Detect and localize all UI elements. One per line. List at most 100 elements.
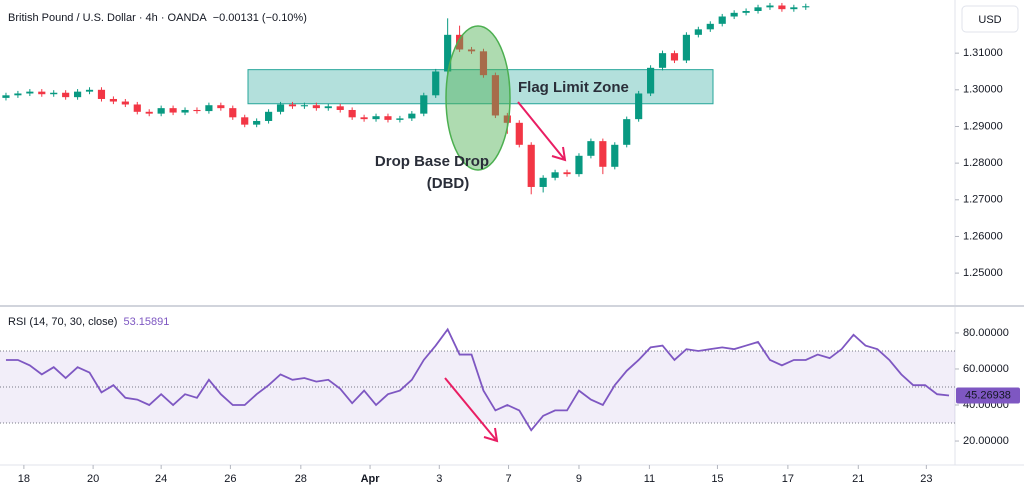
candle-body	[563, 172, 571, 175]
y-tick-label: 1.30000	[963, 84, 1003, 96]
candle-body	[515, 122, 523, 145]
candle-body	[181, 109, 189, 113]
candle-body	[360, 117, 368, 120]
arrow	[444, 377, 499, 443]
candle-body	[611, 144, 619, 167]
candle-body	[157, 108, 165, 114]
candle-body	[420, 95, 428, 114]
candle-body	[74, 91, 82, 98]
y-tick-label: 1.31000	[963, 47, 1003, 59]
candle-body	[205, 105, 213, 112]
candle-body	[766, 5, 774, 8]
x-tick-label: 28	[295, 473, 307, 485]
candle-body	[718, 16, 726, 24]
y-tick-label: 80.00000	[963, 327, 1009, 339]
candle-body	[467, 49, 476, 52]
y-tick-label: 1.26000	[963, 230, 1003, 242]
candle-body	[384, 116, 392, 120]
x-tick-label: 9	[576, 473, 582, 485]
candle-body	[121, 101, 129, 105]
currency: USD	[978, 14, 1001, 26]
change: −0.00131 (−0.10%)	[213, 12, 307, 24]
y-tick-label: 1.27000	[963, 194, 1003, 206]
candle-body	[265, 111, 273, 121]
candle-body	[539, 177, 547, 187]
candle-body	[300, 105, 308, 107]
candle-body	[670, 53, 679, 61]
y-tick-label: 1.25000	[963, 267, 1003, 279]
candle-body	[97, 89, 106, 99]
candle-body	[730, 12, 738, 17]
candle-body	[742, 10, 750, 13]
x-tick-label: 20	[87, 473, 99, 485]
rsi-title: RSI (14, 70, 30, close) 53.15891	[8, 316, 169, 328]
candle-body	[217, 105, 225, 109]
x-tick-label: 21	[852, 473, 864, 485]
candle-body	[145, 111, 153, 114]
rsi-line	[5, 327, 950, 432]
candle-body	[575, 155, 583, 175]
x-tick-label: 18	[18, 473, 30, 485]
zone-label: Flag Limit Zone	[518, 79, 629, 96]
candle-body	[408, 113, 416, 119]
candle-body	[706, 23, 714, 30]
candle-body	[38, 91, 46, 95]
candle-body	[623, 119, 631, 145]
x-tick-label: 7	[505, 473, 511, 485]
x-tick-label: 11	[644, 473, 655, 485]
candle-body	[85, 89, 94, 92]
candle-body	[587, 141, 595, 156]
candle-body	[26, 91, 34, 94]
candle-body	[503, 115, 511, 123]
x-tick-label: 24	[155, 473, 167, 485]
y-tick-label: 1.28000	[963, 157, 1003, 169]
candle-body	[2, 95, 10, 98]
candle-body	[241, 117, 249, 125]
candle-body	[635, 93, 643, 120]
axes: 1.25000 1.26000 1.27000 1.28000 1.29000 1.300…	[18, 47, 1020, 485]
candle-body	[133, 104, 141, 112]
x-tick-label: 3	[436, 473, 442, 485]
arrow	[517, 101, 567, 162]
candle-body	[647, 67, 655, 94]
candle-body	[50, 92, 58, 95]
x-tick-label: 26	[224, 473, 236, 485]
candle-body	[62, 92, 70, 98]
x-tick-label: Apr	[361, 473, 381, 485]
candle-body	[479, 51, 488, 76]
candle-body	[336, 106, 344, 110]
candle-body	[396, 118, 404, 120]
symbol: British Pound / U.S. Dollar · 4h · OANDA	[8, 12, 207, 24]
candle-body	[312, 105, 320, 109]
rsi-name: RSI (14, 70, 30, close)	[8, 316, 117, 328]
candle-body	[14, 93, 22, 96]
dbd-ellipse	[445, 25, 511, 171]
x-tick-label: 17	[782, 473, 794, 485]
candle-body	[169, 108, 177, 113]
candle-body	[193, 109, 201, 112]
candle-body	[432, 71, 440, 96]
candle-body	[253, 120, 261, 125]
x-tick-label: 15	[711, 473, 723, 485]
candle-body	[802, 6, 810, 8]
candle-body	[444, 34, 452, 72]
candle-body	[790, 7, 798, 10]
x-tick-label: 23	[920, 473, 932, 485]
candle-body	[599, 141, 607, 167]
candle-body	[527, 144, 535, 187]
candle-body	[682, 34, 690, 61]
current-value-tag	[956, 387, 1020, 404]
rsi-legend-value: 53.15891	[123, 316, 169, 328]
y-tick-label: 1.29000	[963, 120, 1003, 132]
currency-box	[961, 5, 1019, 33]
candle-body	[694, 29, 702, 35]
candle-body	[754, 7, 762, 11]
arrows	[444, 101, 567, 443]
candle-body	[372, 116, 380, 120]
dbd-label: Drop Base Drop	[375, 153, 489, 170]
candle-body	[229, 108, 237, 118]
candle-body	[324, 106, 332, 109]
candle-body	[288, 104, 297, 107]
